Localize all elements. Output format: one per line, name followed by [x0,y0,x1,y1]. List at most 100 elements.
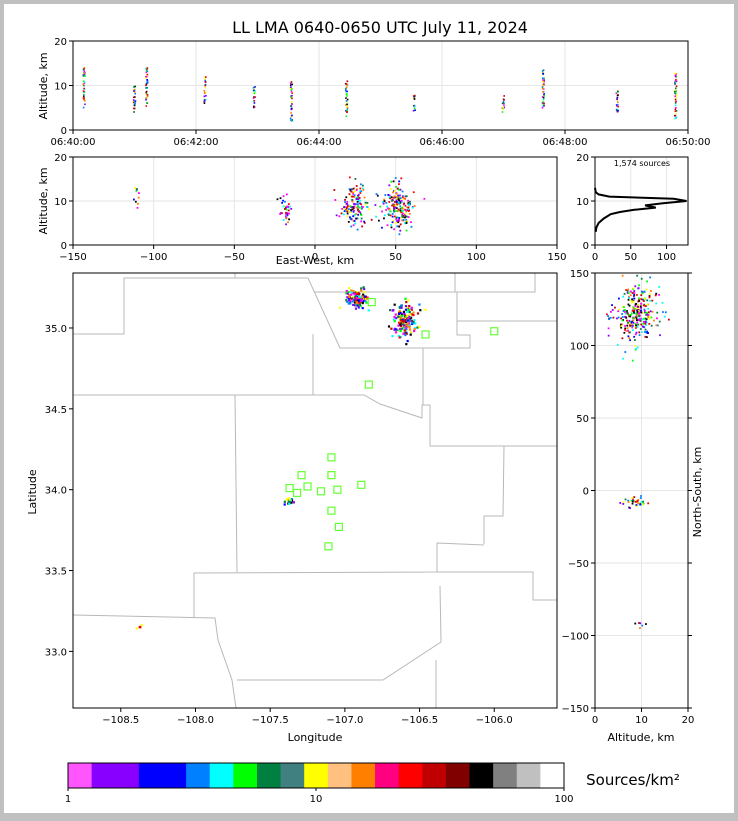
source-point [287,203,290,206]
source-point [408,311,411,314]
source-point [541,106,544,109]
source-point [639,503,642,505]
source-point [409,203,411,205]
source-point [132,107,135,110]
y-tick-label: −150 [562,704,589,715]
source-point [620,325,623,327]
source-point [140,624,144,627]
source-point [630,499,633,502]
source-point [397,221,400,224]
source-point [396,210,399,213]
source-point [346,90,348,93]
altitude-time-panel: 06:40:00 06:42:00 06:44:00 06:46:00 06:48:00… [37,37,710,148]
colorbar-cell [540,763,565,788]
source-point [629,331,631,334]
source-point [617,310,620,313]
source-point [414,109,416,111]
source-point [542,79,544,82]
source-point [651,299,654,302]
source-point [637,300,640,303]
source-point [418,325,421,328]
source-point [363,220,365,223]
source-point [618,308,621,311]
source-point [145,84,147,87]
source-point [346,201,349,203]
source-point [345,109,347,112]
source-point [351,198,354,201]
source-point [644,322,647,325]
source-point [646,330,648,333]
source-point [406,220,408,223]
source-point [658,285,661,288]
source-point [346,300,349,303]
source-point [359,199,362,202]
source-point [360,217,363,220]
source-point [394,200,396,203]
source-point [503,104,505,106]
source-point [639,305,642,308]
station-marker [324,542,333,551]
source-point [352,207,355,209]
source-point [146,81,148,83]
source-point [393,320,396,323]
colorbar-cell [186,763,211,788]
source-point [396,225,399,228]
source-point [393,190,396,193]
source-point [401,214,404,216]
colorbar-cell [162,763,187,788]
source-point [361,295,364,298]
source-point [646,303,649,306]
source-point [351,188,354,191]
source-point [348,216,351,219]
source-point [405,210,408,213]
source-point [398,183,400,186]
source-point [674,82,677,84]
source-point [361,187,364,190]
y-tick-label: 0 [61,241,67,252]
source-point [396,220,398,222]
source-point [405,221,408,224]
source-point [351,195,353,198]
source-point [357,213,360,216]
colorbar-cell [115,763,140,788]
source-point [400,314,404,318]
source-point [543,77,545,80]
source-point [334,199,337,201]
source-point [611,309,614,311]
source-point [633,335,636,338]
source-point [399,323,402,326]
source-point [642,304,645,307]
source-point [281,212,283,215]
y-tick-label: 20 [54,153,67,164]
source-point [345,86,348,88]
source-point [357,305,360,309]
source-point [398,317,401,320]
source-point [204,84,207,87]
source-point [626,327,629,330]
source-point [648,317,651,320]
source-point [348,208,350,211]
colorbar: 1 10 100 Sources/km² [65,762,680,805]
source-point [674,98,677,101]
source-point [626,310,628,312]
source-point [357,198,360,201]
source-point [403,195,406,198]
source-point [286,205,288,208]
source-point [656,311,659,314]
source-point [631,359,634,362]
source-point [502,106,504,109]
source-point [146,94,149,96]
source-point [345,290,348,293]
source-point [625,316,628,319]
source-point [640,277,643,280]
source-point [348,293,351,297]
source-point [623,331,626,334]
x-tick-label: 06:44:00 [297,137,342,148]
source-point [631,292,634,294]
source-point [397,208,400,211]
source-point [640,331,643,333]
source-point [627,303,630,306]
source-point [675,110,678,112]
source-point [390,180,393,183]
source-point [350,188,353,191]
